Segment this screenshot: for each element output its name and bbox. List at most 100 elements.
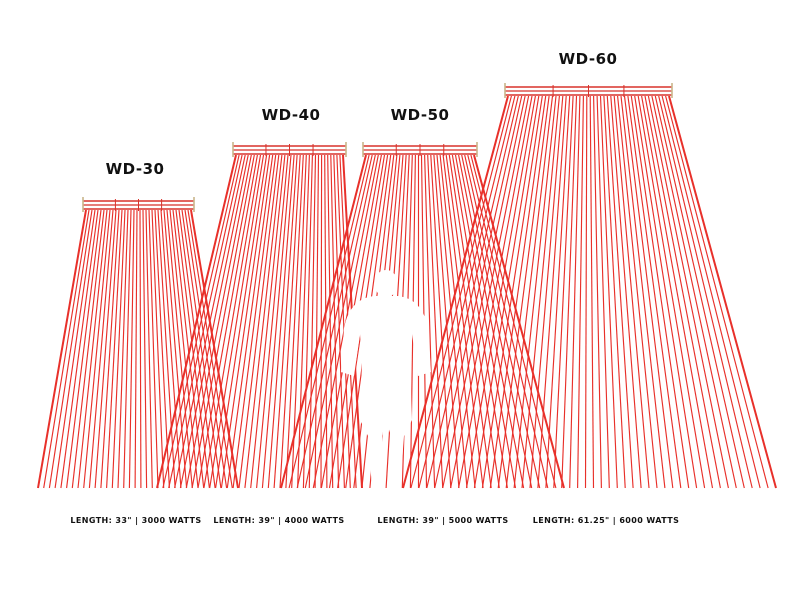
heat-ray: [593, 95, 602, 489]
heat-ray: [117, 209, 129, 489]
heat-ray: [174, 154, 246, 489]
heat-ray: [190, 209, 239, 489]
heat-ray: [77, 209, 108, 489]
heat-ray: [215, 154, 268, 489]
heat-ray: [654, 95, 745, 489]
heat-ray: [442, 95, 526, 489]
heat-ray: [134, 209, 138, 489]
heat-ray: [256, 154, 289, 489]
heat-ray: [175, 209, 210, 489]
heat-ray: [37, 209, 87, 489]
heat-ray: [596, 95, 610, 489]
heat-ray: [273, 154, 298, 489]
heat-ray: [181, 209, 222, 489]
heat-ray: [668, 95, 777, 489]
heat-ray: [569, 95, 581, 489]
heat-ray: [304, 154, 376, 489]
heat-ray: [296, 154, 373, 489]
heat-ray: [168, 154, 243, 489]
heat-ray: [162, 154, 240, 489]
heat-ray: [613, 95, 650, 489]
heat-ray: [448, 154, 500, 489]
heat-ray: [599, 95, 618, 489]
heat-ray: [661, 95, 761, 489]
heater-unit-wd-60: [504, 83, 673, 98]
model-title-wd-60: WD-60: [558, 50, 618, 68]
heat-ray: [314, 154, 320, 489]
heat-ray: [185, 154, 252, 489]
heat-ray: [644, 95, 721, 489]
heat-ray: [244, 154, 283, 489]
heater-unit-wd-40: [232, 142, 347, 157]
model-title-wd-40: WD-40: [261, 106, 321, 124]
heat-ray: [261, 154, 292, 489]
heat-ray: [302, 154, 313, 489]
heat-ray: [288, 154, 370, 489]
heat-ray: [651, 95, 737, 489]
heat-ray: [553, 95, 574, 489]
heat-ray: [589, 95, 595, 489]
heat-ray: [71, 209, 105, 489]
heat-ray: [232, 154, 277, 489]
heat-ray: [450, 95, 530, 489]
heat-ray: [83, 209, 111, 489]
heat-ray: [418, 95, 516, 489]
heat-ray: [634, 95, 698, 489]
heater-group-wd-60: [402, 83, 777, 489]
heat-ray: [489, 95, 547, 489]
heat-ray: [545, 95, 571, 489]
heat-ray: [561, 95, 578, 489]
person-head: [374, 270, 398, 298]
heat-ray: [226, 154, 274, 489]
heat-ray: [250, 154, 286, 489]
heat-ray: [88, 209, 114, 489]
heat-ray: [630, 95, 690, 489]
heat-ray: [166, 209, 193, 489]
heat-ray: [197, 154, 258, 489]
heater-unit-wd-30: [82, 197, 195, 212]
spec-label-wd-30: LENGTH: 33" | 3000 WATTS: [70, 516, 202, 525]
heat-ray: [60, 209, 99, 489]
heat-ray: [66, 209, 102, 489]
heat-ray: [191, 154, 255, 489]
heat-ray: [620, 95, 666, 489]
heat-ray: [617, 95, 658, 489]
heat-ray: [142, 209, 148, 489]
heat-ray: [160, 209, 182, 489]
heat-ray: [279, 154, 301, 489]
heat-ray: [436, 154, 468, 489]
heat-ray: [297, 154, 310, 489]
heat-ray: [187, 209, 233, 489]
heat-ray: [209, 154, 265, 489]
heat-ray: [637, 95, 706, 489]
heat-ray: [184, 209, 228, 489]
heat-ray: [641, 95, 714, 489]
heat-ray: [665, 95, 769, 489]
heat-ray: [623, 95, 674, 489]
heat-ray: [203, 154, 262, 489]
heat-ray: [54, 209, 96, 489]
heat-ray: [267, 154, 295, 489]
heat-ray: [179, 154, 249, 489]
heat-ray: [324, 154, 328, 489]
heat-ray: [513, 95, 557, 489]
heat-ray: [128, 209, 135, 489]
heat-ray: [481, 95, 543, 489]
heat-ray: [148, 209, 159, 489]
heat-ray: [291, 154, 307, 489]
heat-ray: [603, 95, 626, 489]
heat-ray: [529, 95, 564, 489]
heat-ray: [48, 209, 93, 489]
heat-ray: [308, 154, 317, 489]
heat-ray: [658, 95, 753, 489]
heat-ray: [320, 154, 323, 489]
heat-ray: [336, 154, 351, 489]
heat-ray: [43, 209, 90, 489]
heat-ray: [151, 209, 165, 489]
heat-ray: [584, 95, 588, 489]
heat-ray: [426, 95, 519, 489]
heat-ray: [333, 154, 345, 489]
model-title-wd-50: WD-50: [390, 106, 450, 124]
